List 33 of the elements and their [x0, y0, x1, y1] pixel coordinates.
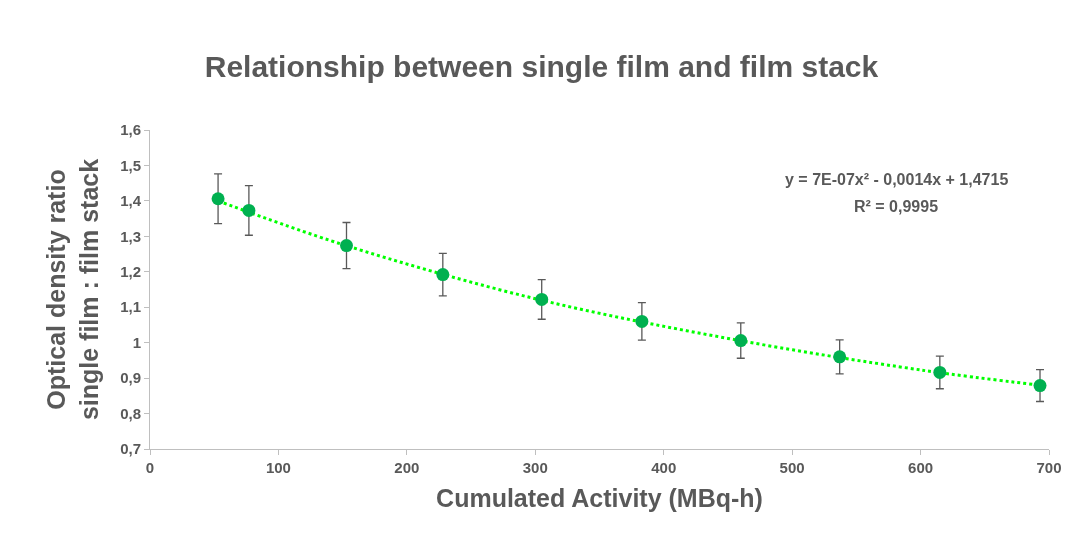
y-tick-label: 1,1: [120, 298, 141, 316]
point: [833, 350, 847, 364]
y-tick-label: 1,3: [120, 227, 141, 245]
x-tick-label: 400: [651, 459, 677, 476]
x-tick-label: 300: [522, 459, 548, 476]
point: [635, 314, 649, 328]
y-tick-label: 1,2: [120, 263, 141, 281]
y-tick-label: 1,5: [120, 156, 141, 174]
point: [211, 192, 225, 206]
annotation: y = 7E-07x² - 0,0014x + 1,4715: [785, 171, 1009, 188]
chart-title: Relationship between single film and film stack: [204, 49, 879, 83]
y-tick-label: 0,9: [120, 369, 141, 387]
x-tick-label: 0: [145, 459, 155, 476]
y-tick-label: 1,6: [120, 121, 141, 139]
x-tick-label: 200: [394, 459, 420, 476]
y-tick-label: 1: [132, 333, 141, 351]
point: [340, 239, 353, 253]
point: [933, 365, 947, 379]
y-tick-label: 0,8: [120, 404, 141, 422]
x-tick-label: 500: [779, 459, 805, 476]
x-axis-title: Cumulated Activity (MBq-h): [436, 484, 763, 512]
point: [1033, 379, 1047, 393]
point: [242, 203, 256, 217]
y-tick-label: 0,7: [120, 440, 141, 458]
annotation: R² = 0,9995: [854, 198, 939, 215]
x-tick-label: 600: [908, 459, 934, 476]
point: [734, 334, 748, 348]
point: [535, 292, 549, 306]
x-tick-label: 700: [1036, 459, 1062, 476]
y-tick-label: 1,4: [120, 192, 142, 210]
point: [436, 268, 450, 282]
x-tick-label: 100: [265, 459, 291, 476]
y-axis-title: Optical density ratio single film : film stack: [42, 158, 103, 421]
